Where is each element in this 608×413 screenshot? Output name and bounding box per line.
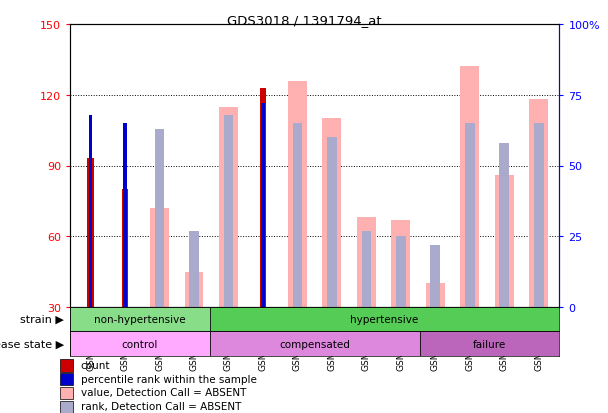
Text: control: control xyxy=(122,339,158,349)
Text: rank, Detection Call = ABSENT: rank, Detection Call = ABSENT xyxy=(81,401,241,411)
Bar xyxy=(184,272,204,307)
Bar xyxy=(534,124,544,307)
Bar xyxy=(123,124,127,307)
Bar xyxy=(529,100,548,307)
Bar xyxy=(189,231,199,307)
Bar xyxy=(322,119,341,307)
Bar xyxy=(292,124,302,307)
Bar xyxy=(499,143,509,307)
Bar xyxy=(261,104,264,307)
Bar xyxy=(70,331,210,356)
Text: compensated: compensated xyxy=(279,339,350,349)
Bar xyxy=(210,331,420,356)
Bar xyxy=(70,307,210,331)
Text: failure: failure xyxy=(473,339,506,349)
Text: percentile rank within the sample: percentile rank within the sample xyxy=(81,374,257,384)
Bar xyxy=(426,284,445,307)
Bar xyxy=(60,360,73,372)
Text: GDS3018 / 1391794_at: GDS3018 / 1391794_at xyxy=(227,14,381,27)
Bar xyxy=(420,331,559,356)
Bar xyxy=(392,220,410,307)
Bar xyxy=(122,190,128,307)
Bar xyxy=(60,387,73,399)
Bar xyxy=(89,115,92,307)
Bar xyxy=(88,159,94,307)
Bar xyxy=(327,138,337,307)
Bar xyxy=(150,209,169,307)
Bar xyxy=(224,115,233,307)
Bar xyxy=(495,176,514,307)
Text: non-hypertensive: non-hypertensive xyxy=(94,314,185,324)
Bar xyxy=(60,373,73,385)
Bar xyxy=(60,401,73,413)
Text: disease state ▶: disease state ▶ xyxy=(0,339,64,349)
Text: hypertensive: hypertensive xyxy=(350,314,419,324)
Bar xyxy=(362,231,371,307)
Bar xyxy=(210,307,559,331)
Bar xyxy=(288,81,307,307)
Bar xyxy=(357,218,376,307)
Bar xyxy=(219,107,238,307)
Bar xyxy=(460,67,479,307)
Bar xyxy=(430,245,440,307)
Text: count: count xyxy=(81,360,111,370)
Text: value, Detection Call = ABSENT: value, Detection Call = ABSENT xyxy=(81,387,246,397)
Bar xyxy=(396,237,406,307)
Bar xyxy=(154,129,164,307)
Bar xyxy=(465,124,475,307)
Text: strain ▶: strain ▶ xyxy=(20,314,64,324)
Bar xyxy=(260,88,266,307)
